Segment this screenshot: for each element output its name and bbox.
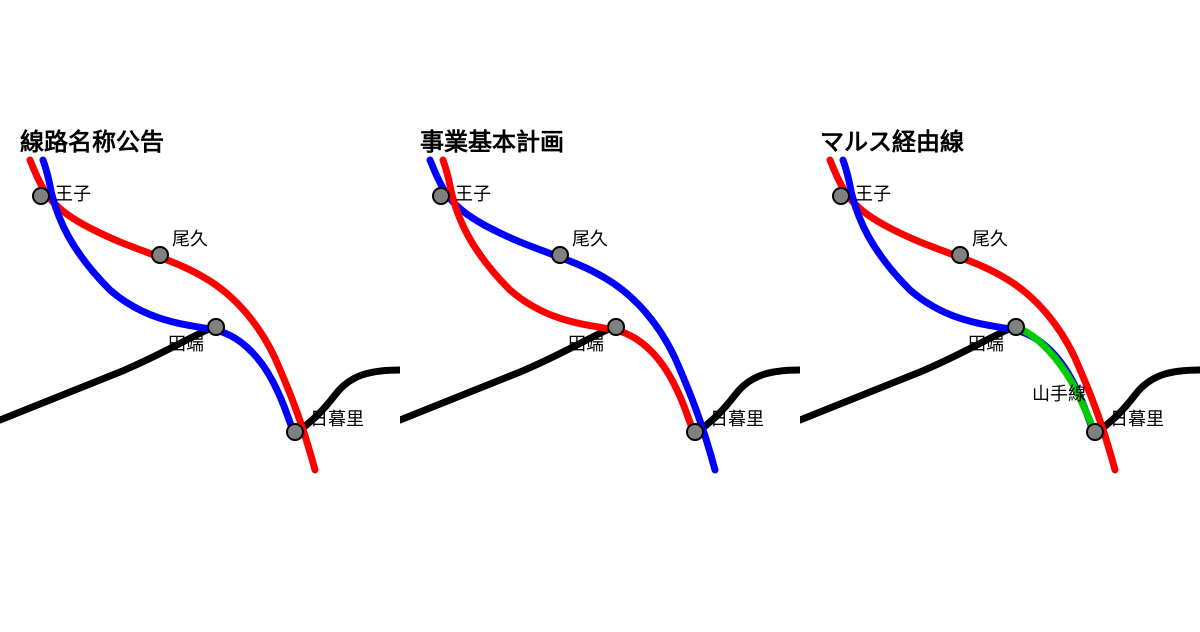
station-tabata (208, 319, 224, 335)
route-outer (30, 160, 315, 470)
route-outer (830, 160, 1115, 470)
station-label-tabata: 田端 (968, 334, 1004, 354)
panel-title-p1: 線路名称公告 (20, 128, 164, 156)
panel-p3: 王子尾久田端日暮里 山手線 マルス経由線 (800, 128, 1200, 470)
line-label-yamanote: 山手線 (1032, 384, 1086, 404)
station-label-oku: 尾久 (972, 229, 1008, 249)
panel-title-p3: マルス経由線 (820, 128, 964, 156)
station-label-nippori: 日暮里 (710, 409, 764, 429)
station-nippori (287, 424, 303, 440)
station-nippori (1087, 424, 1103, 440)
station-label-nippori: 日暮里 (1110, 409, 1164, 429)
station-tabata (608, 319, 624, 335)
station-oku (152, 247, 168, 263)
panel-title-p2: 事業基本計画 (420, 128, 564, 156)
station-tabata (1008, 319, 1024, 335)
station-oku (552, 247, 568, 263)
panel-p2: 王子尾久田端日暮里 事業基本計画 (400, 128, 800, 470)
station-label-oku: 尾久 (172, 229, 208, 249)
station-label-oji: 王子 (455, 184, 491, 204)
station-oku (952, 247, 968, 263)
route-outer (430, 160, 715, 470)
station-label-oji: 王子 (55, 184, 91, 204)
station-label-tabata: 田端 (168, 334, 204, 354)
station-label-oji: 王子 (855, 184, 891, 204)
station-label-tabata: 田端 (568, 334, 604, 354)
station-label-oku: 尾久 (572, 229, 608, 249)
station-oji (433, 188, 449, 204)
station-oji (833, 188, 849, 204)
station-label-nippori: 日暮里 (310, 409, 364, 429)
station-oji (33, 188, 49, 204)
panel-p1: 王子尾久田端日暮里 線路名称公告 (0, 128, 400, 470)
station-nippori (687, 424, 703, 440)
